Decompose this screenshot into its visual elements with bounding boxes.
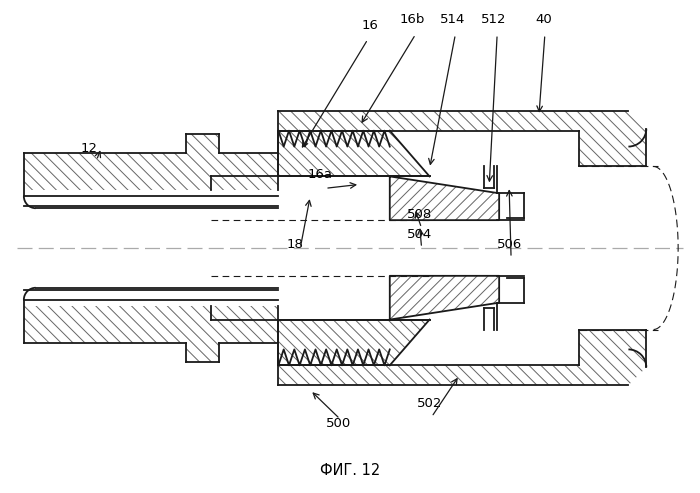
Text: 500: 500 bbox=[326, 417, 351, 430]
PathPatch shape bbox=[24, 306, 279, 362]
PathPatch shape bbox=[279, 329, 646, 385]
Text: 40: 40 bbox=[536, 13, 552, 26]
Text: 16: 16 bbox=[361, 19, 378, 32]
Text: 512: 512 bbox=[482, 13, 507, 26]
PathPatch shape bbox=[279, 319, 430, 365]
Text: ФИГ. 12: ФИГ. 12 bbox=[320, 463, 380, 478]
Text: 508: 508 bbox=[407, 208, 432, 221]
PathPatch shape bbox=[390, 276, 499, 319]
Text: 502: 502 bbox=[417, 397, 442, 410]
Text: 514: 514 bbox=[440, 13, 465, 26]
Text: 18: 18 bbox=[287, 238, 304, 251]
PathPatch shape bbox=[390, 176, 499, 220]
PathPatch shape bbox=[24, 134, 279, 190]
Text: 504: 504 bbox=[407, 228, 432, 241]
Text: 16b: 16b bbox=[400, 13, 426, 26]
Text: 16a: 16a bbox=[308, 169, 332, 181]
PathPatch shape bbox=[279, 111, 646, 167]
Text: 506: 506 bbox=[496, 238, 522, 251]
Text: 12: 12 bbox=[81, 142, 98, 155]
PathPatch shape bbox=[279, 131, 430, 176]
